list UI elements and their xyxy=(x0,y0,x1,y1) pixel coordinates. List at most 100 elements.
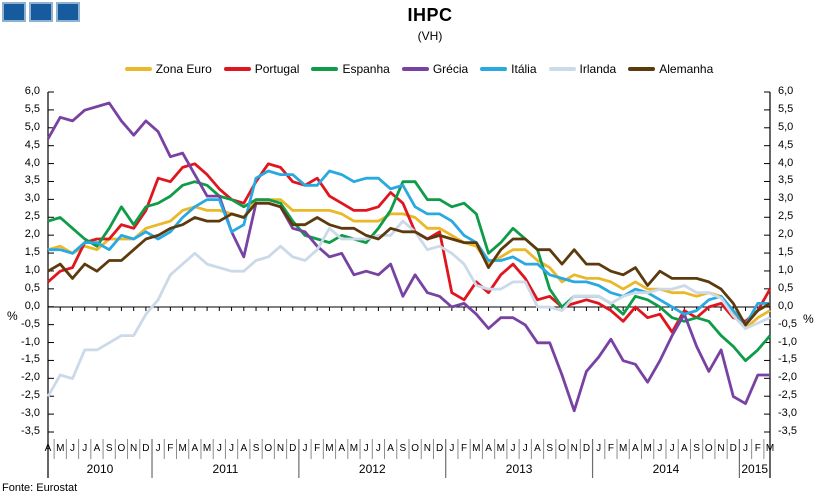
x-axis-month-label: S xyxy=(546,443,554,454)
x-axis-year-label: 2013 xyxy=(505,462,533,476)
x-axis-month-label: J xyxy=(375,443,381,454)
chart-title: IHPC xyxy=(407,5,453,25)
y-axis-label: -2,5 xyxy=(21,389,40,402)
logo-square xyxy=(2,2,26,22)
series-line-grécia xyxy=(46,101,770,413)
y-axis-label: 3,5 xyxy=(778,174,794,187)
legend-label: Alemanha xyxy=(659,62,714,76)
x-axis-month-label: N xyxy=(423,443,431,454)
x-axis-year-label: 2011 xyxy=(212,462,239,476)
legend-label: Zona Euro xyxy=(155,62,212,76)
x-axis-month-label: M xyxy=(325,443,334,454)
x-axis-month-label: O xyxy=(704,443,713,454)
x-axis-month-label: M xyxy=(56,443,65,454)
y-axis-label: -2,0 xyxy=(21,371,40,384)
x-axis-month-label: A xyxy=(680,443,688,454)
y-axis-label: 2,0 xyxy=(24,228,40,241)
y-axis-unit-right: % xyxy=(803,312,814,326)
legend-swatch xyxy=(311,67,339,71)
x-axis-month-label: O xyxy=(117,443,126,454)
x-axis-month-label: O xyxy=(558,443,566,454)
x-axis-month-label: D xyxy=(289,443,297,454)
y-axis-label: -3,5 xyxy=(778,425,797,437)
y-axis-label: 4,0 xyxy=(24,156,40,169)
x-axis-month-label: A xyxy=(485,443,492,454)
x-axis-month-label: J xyxy=(82,443,88,454)
legend-label: Irlanda xyxy=(579,62,617,76)
x-axis-month-label: D xyxy=(729,443,737,454)
x-axis-month-label: N xyxy=(130,443,138,454)
y-axis-label: 1,0 xyxy=(778,263,794,276)
x-axis-month-label: J xyxy=(216,443,222,454)
y-axis-label: -1,5 xyxy=(778,353,797,366)
y-axis-label: 5,0 xyxy=(778,120,794,133)
y-axis-label: 3,5 xyxy=(24,174,40,187)
x-axis-month-label: A xyxy=(387,443,394,454)
x-axis-month-label: M xyxy=(178,443,187,454)
legend-item-espanha: Espanha xyxy=(311,62,390,76)
x-axis-month-label: D xyxy=(582,443,591,454)
legend-item-portugal: Portugal xyxy=(223,62,299,76)
y-axis-label: -3,0 xyxy=(21,407,40,420)
legend-swatch xyxy=(548,67,576,71)
series-line-portugal xyxy=(47,162,772,334)
x-axis-month-label: F xyxy=(754,443,761,454)
x-axis-month-label: N xyxy=(717,443,725,454)
x-axis-year-label: 2014 xyxy=(652,462,680,476)
legend-label: Grécia xyxy=(432,62,469,76)
y-axis-label: -1,0 xyxy=(21,335,40,348)
x-axis-month-label: M xyxy=(202,443,212,454)
legend-swatch xyxy=(628,67,656,71)
x-axis-month-label: A xyxy=(534,443,541,454)
y-axis-label: -3,0 xyxy=(778,407,797,420)
x-axis-month-label: N xyxy=(276,443,285,454)
x-axis-month-label: J xyxy=(522,443,528,454)
series-line-itália xyxy=(48,169,770,327)
source-caption: Fonte: Eurostat xyxy=(2,482,78,494)
x-axis-month-label: M xyxy=(472,443,481,454)
y-axis-unit-left: % xyxy=(7,309,18,323)
y-axis-label: 3,0 xyxy=(24,192,40,205)
y-axis-label: 3,0 xyxy=(778,192,794,205)
legend-swatch xyxy=(480,67,508,71)
y-axis-label: 0,0 xyxy=(24,299,40,312)
x-axis-month-label: S xyxy=(399,443,407,454)
x-axis-month-label: M xyxy=(496,443,505,454)
x-axis-month-label: J xyxy=(657,443,663,454)
x-axis-month-label: J xyxy=(363,443,369,454)
x-axis-month-label: F xyxy=(607,443,614,454)
x-axis-month-label: M xyxy=(643,443,652,454)
legend-swatch xyxy=(124,67,152,71)
y-axis-label: 4,0 xyxy=(778,156,794,169)
y-axis-label: -1,0 xyxy=(778,335,797,348)
publisher-logo xyxy=(2,2,80,22)
chart-subtitle: (VH) xyxy=(417,29,443,43)
y-axis-label: 5,5 xyxy=(24,102,40,115)
y-axis-label: 6,0 xyxy=(24,85,40,97)
x-axis-month-label: J xyxy=(69,443,75,454)
legend-swatch xyxy=(223,67,251,71)
x-axis-month-label: J xyxy=(449,443,455,454)
legend-item-grécia: Grécia xyxy=(401,62,469,76)
x-axis-month-label: M xyxy=(618,443,628,454)
y-axis-label: 1,5 xyxy=(24,246,40,259)
x-axis-month-label: A xyxy=(240,443,248,454)
y-axis-label: 0,5 xyxy=(778,281,794,294)
x-axis-month-label: A xyxy=(632,443,639,454)
legend-label: Espanha xyxy=(342,62,390,76)
y-axis-label: -1,5 xyxy=(21,353,40,366)
y-axis-label: 6,0 xyxy=(778,85,794,97)
y-axis-label: 0,0 xyxy=(778,299,794,312)
legend-item-alemanha: Alemanha xyxy=(628,62,713,76)
chart-legend: Zona Euro Portugal Espanha Grécia Itália Irla… xyxy=(0,62,822,76)
y-axis-label: 2,5 xyxy=(24,210,40,223)
y-axis-label: 5,5 xyxy=(778,102,794,115)
y-axis-label: -2,0 xyxy=(778,371,797,384)
legend-label: Itália xyxy=(511,62,537,76)
legend-swatch xyxy=(401,67,429,71)
x-axis-month-label: A xyxy=(44,443,52,454)
series-line-espanha xyxy=(47,180,772,363)
x-axis-month-label: M xyxy=(349,443,359,454)
x-axis-year-label: 2015 xyxy=(741,462,769,476)
